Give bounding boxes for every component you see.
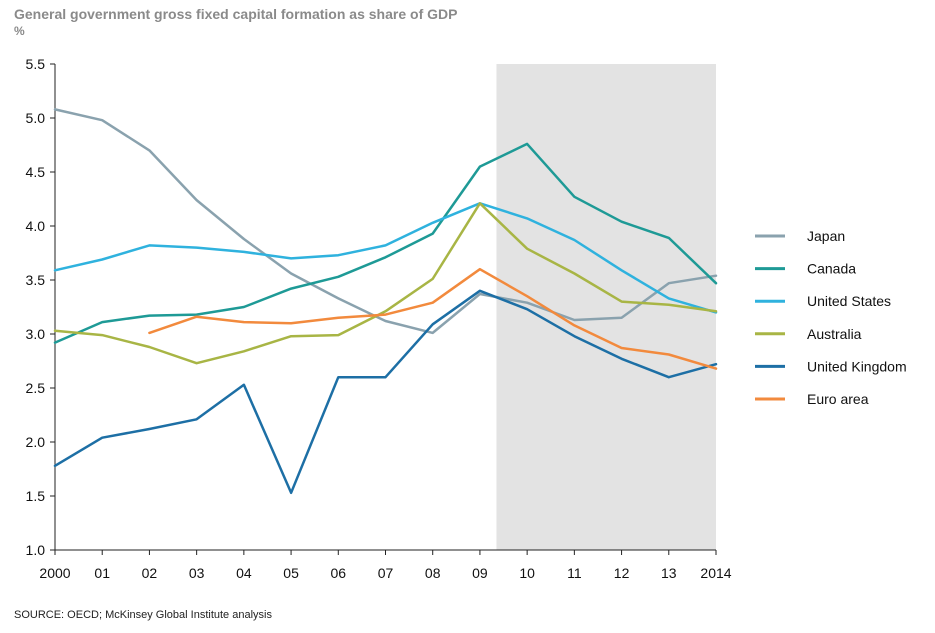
x-tick-label: 2000 xyxy=(39,565,70,581)
y-tick-label: 1.5 xyxy=(26,488,46,504)
chart-title: General government gross fixed capital f… xyxy=(14,6,458,22)
y-tick-label: 2.5 xyxy=(26,380,46,396)
x-tick-label: 05 xyxy=(283,565,299,581)
x-tick-label: 03 xyxy=(189,565,205,581)
y-tick-label: 5.5 xyxy=(26,56,46,72)
legend-label-euro-area: Euro area xyxy=(807,391,869,407)
x-tick-label: 11 xyxy=(567,565,582,581)
series-line-australia xyxy=(53,202,718,365)
line-chart: 1.0 1.5 2.0 2.5 3.0 3.5 4.0 4.5 5.0 5.5 2000 01 02 03… xyxy=(26,56,907,581)
y-tick-label: 5.0 xyxy=(26,110,46,126)
legend-label-united-states: United States xyxy=(807,293,891,309)
x-tick-label: 01 xyxy=(94,565,110,581)
x-tick-label: 2014 xyxy=(700,565,731,581)
x-tick-label: 13 xyxy=(661,565,677,581)
y-axis-unit: % xyxy=(14,24,25,38)
legend-label-canada: Canada xyxy=(807,261,856,277)
series-line-euro-area xyxy=(148,267,718,370)
y-tick-label: 2.0 xyxy=(26,434,46,450)
series-line-canada xyxy=(53,142,718,344)
legend-label-japan: Japan xyxy=(807,228,845,244)
series-line-japan xyxy=(53,108,718,335)
x-tick-label: 09 xyxy=(472,565,488,581)
series-line-united-kingdom xyxy=(53,289,718,495)
x-tick-label: 12 xyxy=(614,565,630,581)
x-tick-label: 10 xyxy=(519,565,535,581)
y-tick-label: 3.5 xyxy=(26,272,46,288)
y-tick-label: 4.0 xyxy=(26,218,46,234)
x-tick-label: 06 xyxy=(330,565,346,581)
x-tick-label: 04 xyxy=(236,565,252,581)
y-tick-label: 3.0 xyxy=(26,326,46,342)
x-tick-label: 02 xyxy=(142,565,158,581)
legend-label-united-kingdom: United Kingdom xyxy=(807,358,907,374)
legend-label-australia: Australia xyxy=(807,326,862,342)
x-tick-label: 08 xyxy=(425,565,441,581)
series-line-united-states xyxy=(53,202,718,314)
y-tick-label: 1.0 xyxy=(26,542,46,558)
x-tick-label: 07 xyxy=(378,565,394,581)
source-note: SOURCE: OECD; McKinsey Global Institute … xyxy=(14,609,272,621)
y-tick-label: 4.5 xyxy=(26,164,46,180)
